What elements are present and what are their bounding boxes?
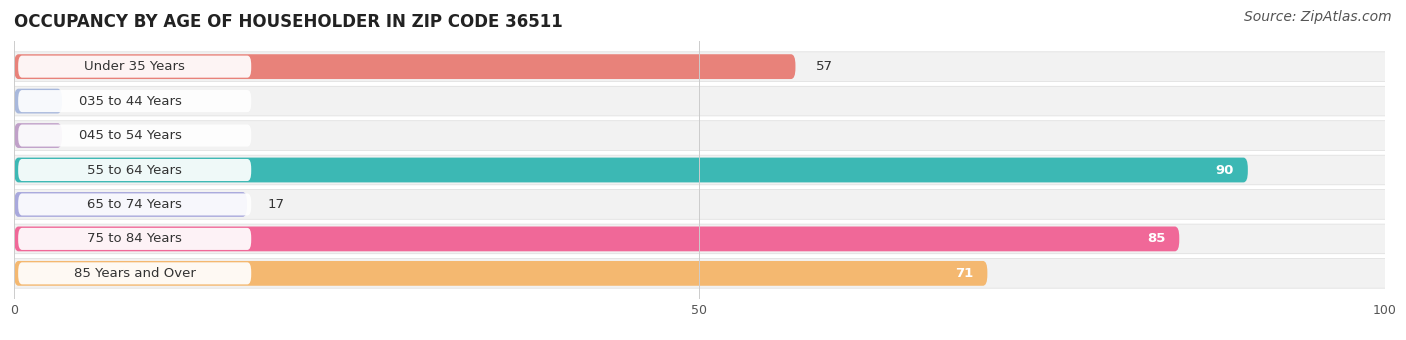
Text: 65 to 74 Years: 65 to 74 Years: [87, 198, 183, 211]
Text: 45 to 54 Years: 45 to 54 Years: [87, 129, 183, 142]
FancyBboxPatch shape: [14, 123, 62, 148]
FancyBboxPatch shape: [0, 224, 1399, 254]
FancyBboxPatch shape: [18, 159, 252, 181]
Text: 57: 57: [815, 60, 832, 73]
FancyBboxPatch shape: [18, 124, 252, 147]
Text: OCCUPANCY BY AGE OF HOUSEHOLDER IN ZIP CODE 36511: OCCUPANCY BY AGE OF HOUSEHOLDER IN ZIP C…: [14, 13, 562, 31]
FancyBboxPatch shape: [0, 190, 1399, 219]
FancyBboxPatch shape: [18, 228, 252, 250]
FancyBboxPatch shape: [14, 192, 247, 217]
Text: 0: 0: [79, 95, 87, 107]
FancyBboxPatch shape: [0, 86, 1399, 116]
Text: Under 35 Years: Under 35 Years: [84, 60, 186, 73]
FancyBboxPatch shape: [18, 193, 252, 216]
FancyBboxPatch shape: [0, 258, 1399, 288]
FancyBboxPatch shape: [14, 89, 62, 114]
Text: 85 Years and Over: 85 Years and Over: [73, 267, 195, 280]
Text: 17: 17: [267, 198, 284, 211]
FancyBboxPatch shape: [14, 54, 796, 79]
Text: 0: 0: [79, 129, 87, 142]
FancyBboxPatch shape: [18, 56, 252, 78]
Text: Source: ZipAtlas.com: Source: ZipAtlas.com: [1244, 10, 1392, 24]
Text: 55 to 64 Years: 55 to 64 Years: [87, 164, 183, 176]
FancyBboxPatch shape: [0, 155, 1399, 185]
Text: 90: 90: [1216, 164, 1234, 176]
Text: 35 to 44 Years: 35 to 44 Years: [87, 95, 183, 107]
FancyBboxPatch shape: [0, 52, 1399, 82]
FancyBboxPatch shape: [14, 158, 1249, 182]
FancyBboxPatch shape: [14, 261, 987, 286]
Text: 85: 85: [1147, 233, 1166, 245]
FancyBboxPatch shape: [18, 90, 252, 112]
FancyBboxPatch shape: [0, 121, 1399, 150]
FancyBboxPatch shape: [14, 226, 1180, 251]
FancyBboxPatch shape: [18, 262, 252, 284]
Text: 71: 71: [956, 267, 973, 280]
Text: 75 to 84 Years: 75 to 84 Years: [87, 233, 183, 245]
